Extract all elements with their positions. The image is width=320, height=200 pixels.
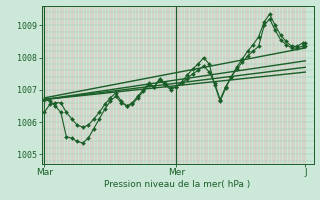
X-axis label: Pression niveau de la mer( hPa ): Pression niveau de la mer( hPa ) (104, 180, 251, 189)
